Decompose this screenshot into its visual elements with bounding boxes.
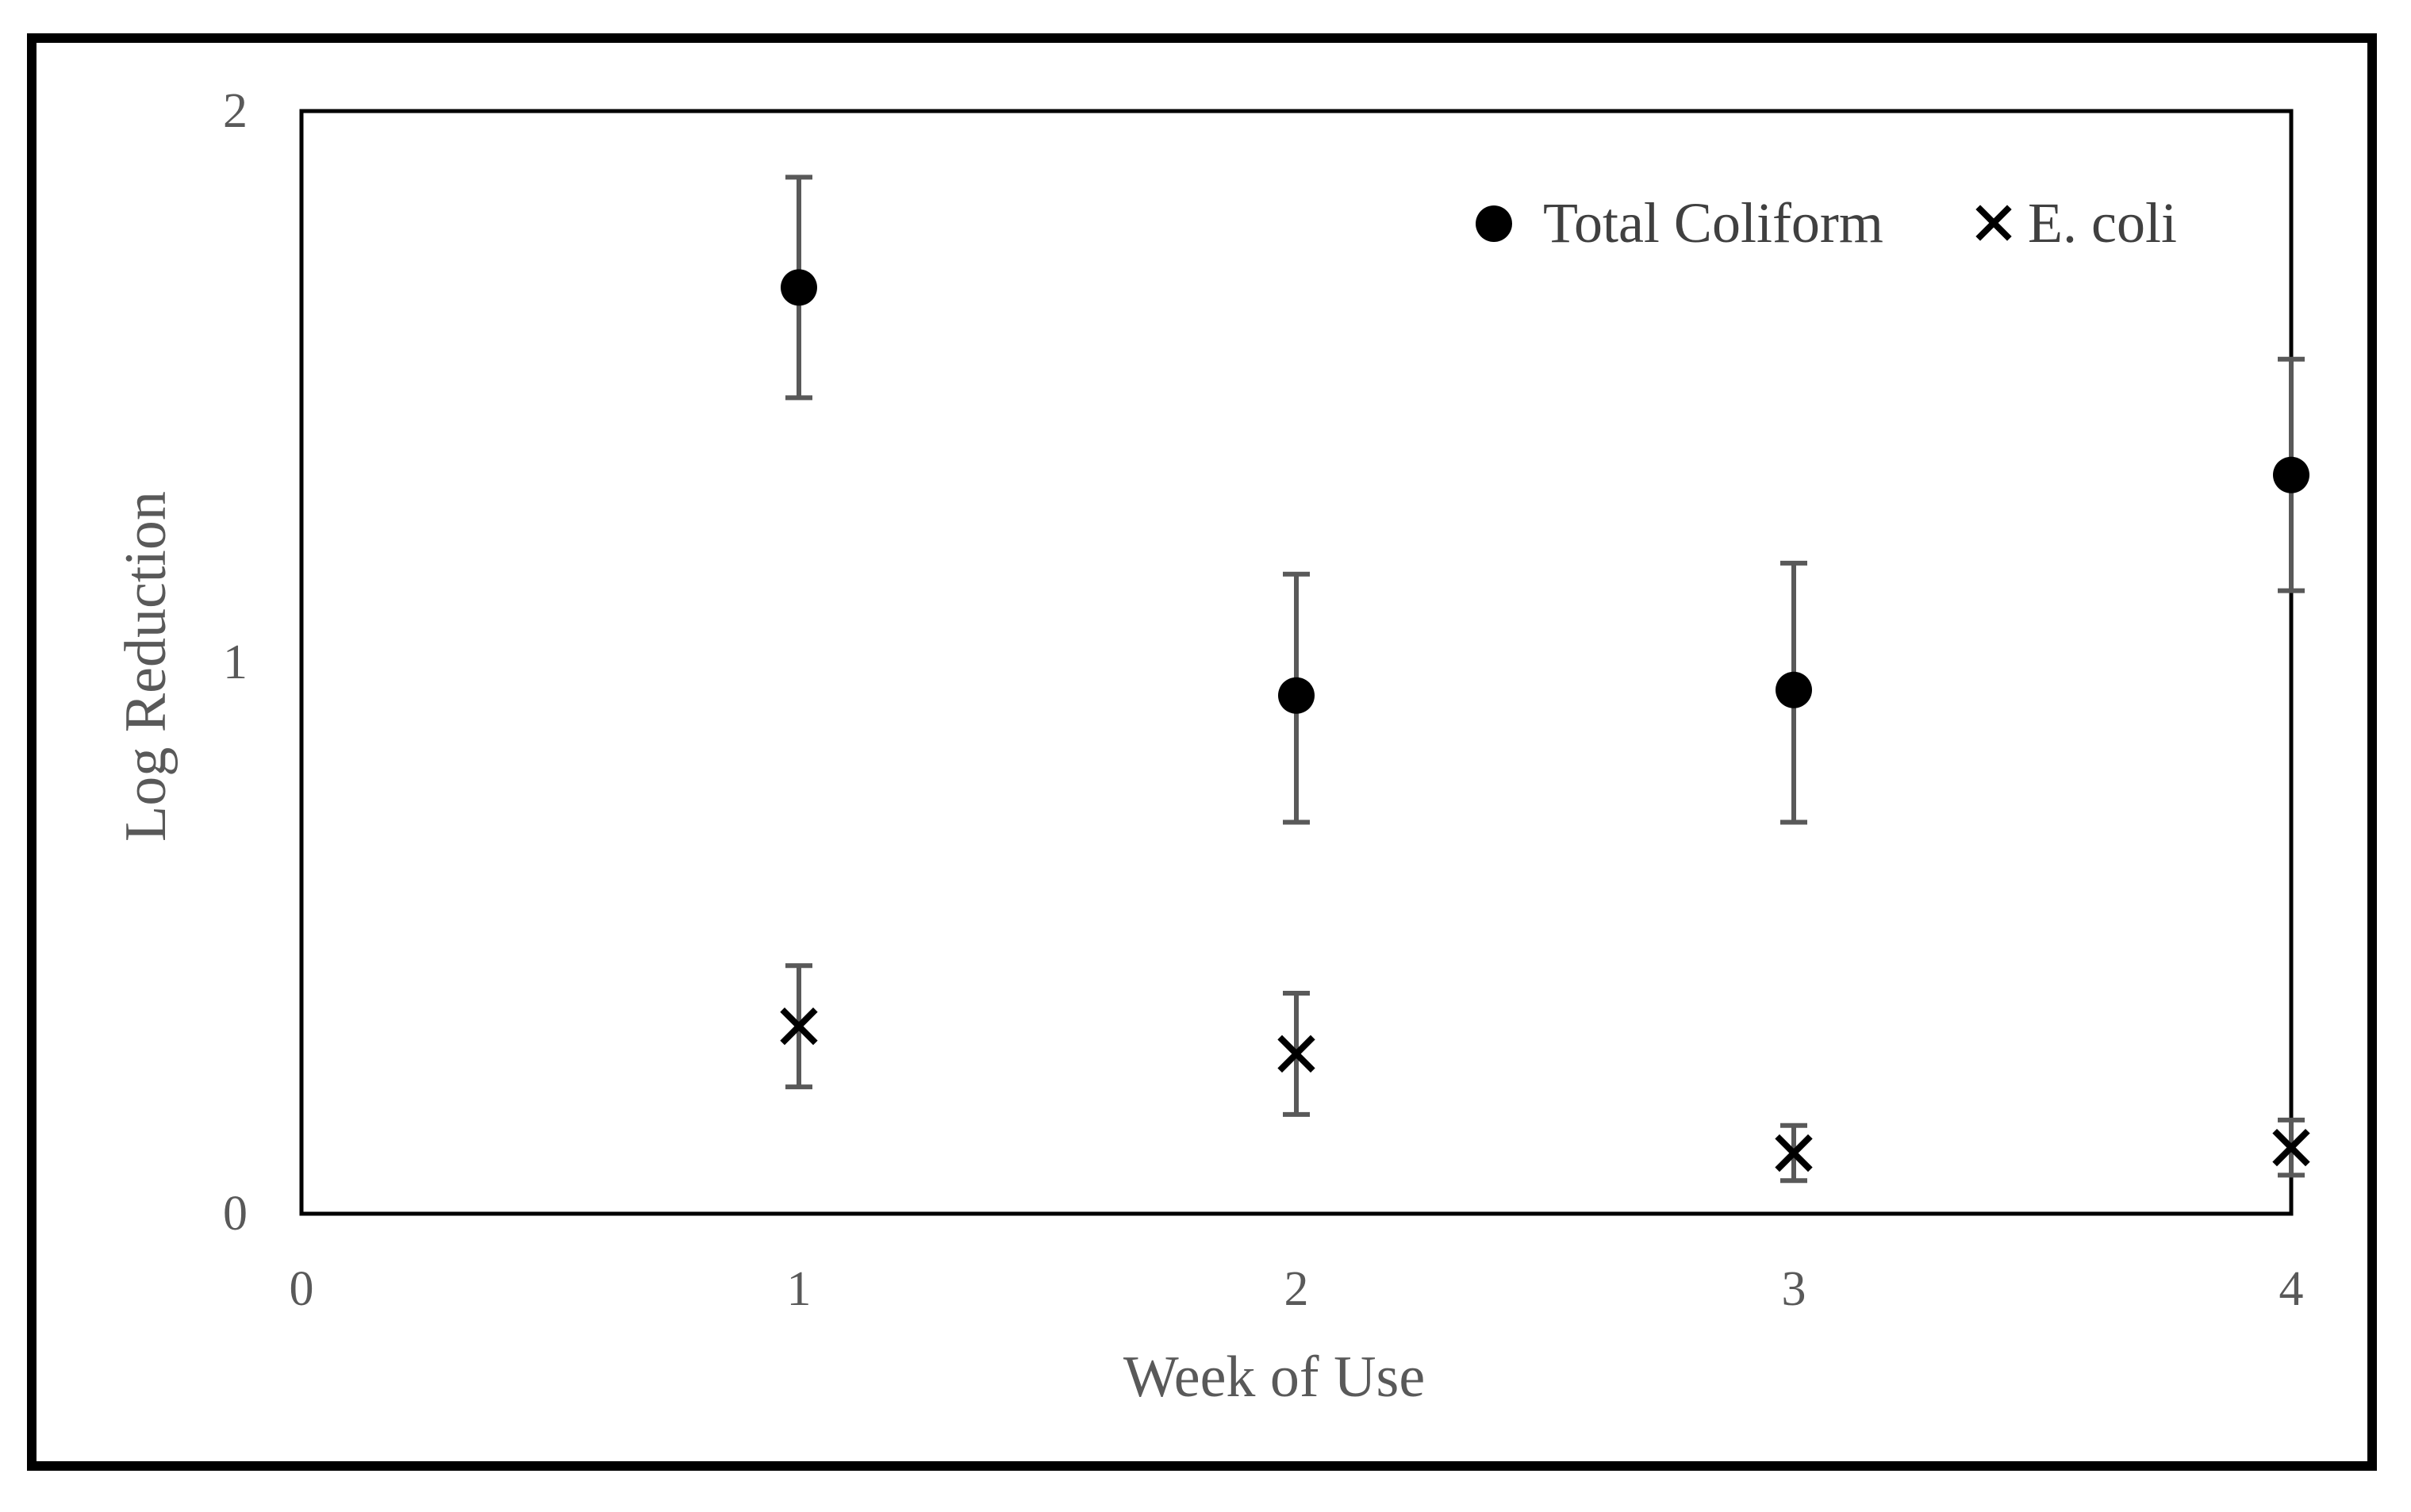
y-tick-label: 1	[223, 635, 248, 689]
data-point-total-coliform	[781, 269, 817, 306]
x-axis-tick-labels: 0 1 2 3 4	[290, 1262, 2304, 1316]
data-point-e-coli	[2272, 1128, 2310, 1167]
y-axis-tick-labels: 0 1 2	[223, 84, 248, 1241]
y-tick-label: 0	[223, 1187, 248, 1241]
y-tick-label: 2	[223, 84, 248, 138]
data-point-total-coliform	[1278, 677, 1315, 714]
data-point-e-coli	[1277, 1034, 1315, 1073]
y-axis-title: Log Reduction	[113, 491, 179, 842]
legend-marker-total-coliform	[1476, 205, 1512, 242]
x-tick-label: 3	[1782, 1262, 1806, 1316]
data-point-total-coliform	[1776, 671, 1812, 708]
data-markers	[780, 269, 2310, 1172]
legend-label-e-coli: E. coli	[2028, 191, 2177, 255]
data-point-total-coliform	[2273, 456, 2309, 493]
chart-outer-border	[27, 33, 2377, 1471]
x-tick-label: 2	[1284, 1262, 1309, 1316]
data-point-e-coli	[1775, 1134, 1813, 1172]
data-point-e-coli	[780, 1007, 818, 1046]
legend-label-total-coliform: Total Coliform	[1543, 191, 1883, 255]
plot-area-border	[299, 109, 2294, 1216]
legend-marker-e-coli	[1975, 205, 2012, 241]
x-tick-label: 4	[2279, 1262, 2304, 1316]
x-axis-title: Week of Use	[1123, 1345, 1425, 1410]
x-tick-label: 0	[290, 1262, 314, 1316]
legend: Total Coliform E. coli	[1476, 191, 2177, 255]
x-tick-label: 1	[787, 1262, 812, 1316]
